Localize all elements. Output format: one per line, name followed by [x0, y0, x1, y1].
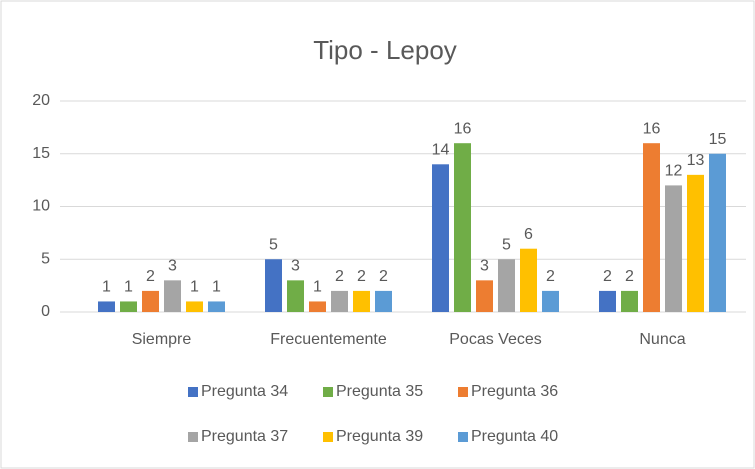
- bar: [265, 259, 282, 312]
- data-label: 5: [502, 236, 511, 253]
- y-tick-label: 0: [41, 303, 50, 320]
- y-tick-label: 15: [32, 145, 50, 162]
- y-tick-label: 5: [41, 250, 50, 267]
- data-label: 15: [709, 131, 727, 148]
- legend-swatch: [323, 432, 333, 442]
- data-label: 2: [357, 268, 366, 285]
- bar: [520, 248, 537, 312]
- legend-swatch: [188, 387, 198, 397]
- y-tick-label: 20: [32, 92, 50, 109]
- bar: [498, 259, 515, 312]
- bar: [287, 280, 304, 312]
- bar: [643, 143, 660, 312]
- bar: [665, 185, 682, 312]
- data-label: 13: [687, 152, 705, 169]
- legend-label: Pregunta 39: [336, 428, 423, 445]
- legend-label: Pregunta 37: [201, 428, 288, 445]
- data-label: 1: [212, 279, 221, 296]
- bar: [142, 290, 159, 312]
- bar: [687, 174, 704, 312]
- bar: [432, 164, 449, 312]
- legend-swatch: [458, 432, 468, 442]
- bar: [621, 290, 638, 312]
- x-tick-label: Pocas Veces: [449, 331, 542, 348]
- data-label: 1: [313, 279, 322, 296]
- bar: [375, 290, 392, 312]
- bar: [186, 301, 203, 312]
- data-label: 2: [546, 268, 555, 285]
- data-label: 16: [643, 120, 661, 137]
- data-label: 3: [168, 258, 177, 275]
- bar: [309, 301, 326, 312]
- data-label: 2: [603, 268, 612, 285]
- legend-label: Pregunta 40: [471, 428, 558, 445]
- bar: [476, 280, 493, 312]
- data-label: 2: [379, 268, 388, 285]
- data-label: 14: [432, 142, 450, 159]
- chart-title: Tipo - Lepoy: [313, 35, 457, 65]
- data-label: 3: [480, 258, 489, 275]
- bar: [331, 290, 348, 312]
- data-label: 2: [335, 268, 344, 285]
- legend-swatch: [458, 387, 468, 397]
- legend-swatch: [323, 387, 333, 397]
- x-tick-label: Frecuentemente: [270, 331, 387, 348]
- data-label: 5: [269, 236, 278, 253]
- data-label: 1: [124, 279, 133, 296]
- data-label: 2: [625, 268, 634, 285]
- legend-label: Pregunta 35: [336, 383, 423, 400]
- bar: [208, 301, 225, 312]
- bar: [542, 290, 559, 312]
- bar: [98, 301, 115, 312]
- legend-label: Pregunta 36: [471, 383, 558, 400]
- bar: [164, 280, 181, 312]
- data-label: 2: [146, 268, 155, 285]
- data-label: 1: [102, 279, 111, 296]
- legend-swatch: [188, 432, 198, 442]
- bar: [709, 153, 726, 312]
- data-label: 16: [454, 120, 472, 137]
- bar: [599, 290, 616, 312]
- y-tick-label: 10: [32, 198, 50, 215]
- data-label: 1: [190, 279, 199, 296]
- bar: [454, 143, 471, 312]
- x-tick-label: Nunca: [639, 331, 685, 348]
- legend-label: Pregunta 34: [201, 383, 288, 400]
- bar: [120, 301, 137, 312]
- data-label: 6: [524, 226, 533, 243]
- x-tick-label: Siempre: [132, 331, 192, 348]
- data-label: 3: [291, 258, 300, 275]
- data-label: 12: [665, 163, 683, 180]
- bar: [353, 290, 370, 312]
